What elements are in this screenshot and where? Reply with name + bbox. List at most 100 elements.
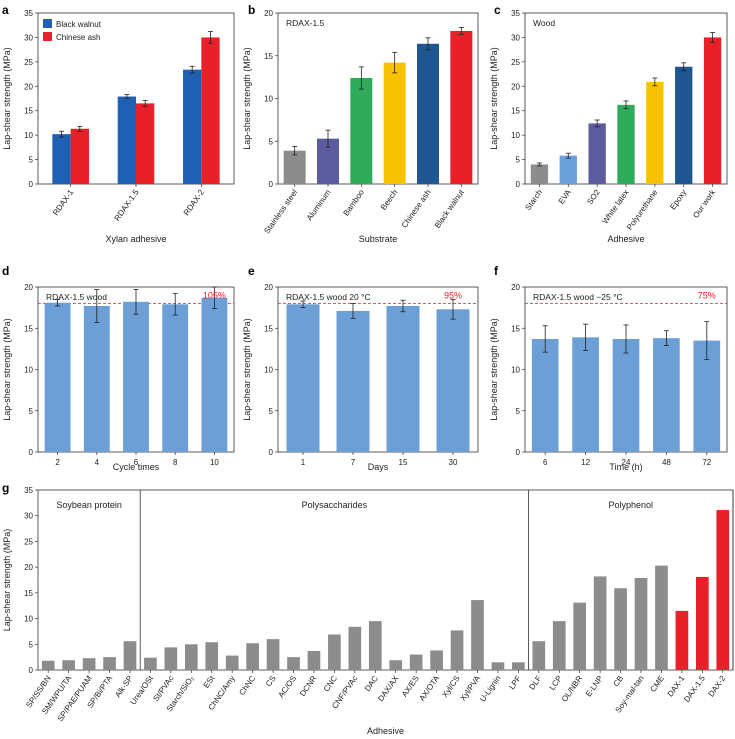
bar: [512, 662, 525, 670]
x-tick-label: SO2: [585, 188, 602, 207]
x-tick-label: E-LNP: [584, 674, 605, 698]
y-axis-label: Lap-shear strength (MPa): [2, 529, 12, 632]
x-tick-label: CME: [649, 674, 667, 694]
group-label: Polysaccharides: [302, 500, 368, 510]
y-tick-label: 5: [269, 137, 274, 146]
x-tick-label: DAX-1.5: [682, 674, 707, 704]
y-tick-label: 0: [516, 180, 521, 189]
x-tick-label: AX/ES: [400, 674, 421, 698]
bar: [123, 641, 137, 670]
bar: [201, 297, 228, 452]
bar: [675, 610, 689, 670]
y-tick-label: 15: [511, 324, 520, 333]
y-tick-label: 10: [511, 131, 520, 140]
y-tick-label: 15: [264, 324, 273, 333]
bar: [246, 643, 259, 670]
y-tick-label: 20: [24, 82, 33, 91]
x-tick-label: CNC: [322, 674, 339, 694]
bar: [164, 647, 178, 670]
y-tick-label: 15: [24, 589, 33, 598]
y-tick-label: 15: [24, 107, 33, 116]
x-tick-label: RDAX-1.5: [113, 188, 141, 223]
bar: [653, 338, 680, 452]
bar: [634, 577, 648, 670]
panel-f: f 0 5 10 15 20 Lap-shear strength (MPa) RDAX-1.…: [489, 264, 728, 472]
x-tick-label: 2: [55, 458, 60, 467]
bar: [552, 621, 566, 670]
annotation-label: 95%: [444, 291, 462, 301]
x-tick-label: Polyurethane: [625, 188, 660, 232]
x-tick-label: Stainless steel: [262, 188, 299, 236]
bar: [103, 657, 116, 670]
bar: [117, 96, 136, 184]
bar: [62, 660, 75, 670]
bar: [612, 338, 640, 452]
bar: [430, 650, 443, 670]
y-tick-label: 0: [516, 448, 521, 457]
y-tick-label: 20: [24, 563, 33, 572]
panel-letter: b: [248, 3, 255, 17]
bar: [183, 69, 202, 184]
bar: [675, 66, 693, 184]
y-tick-label: 20: [511, 283, 520, 292]
y-tick-label: 0: [29, 180, 34, 189]
bar: [70, 128, 89, 184]
panel-letter: d: [2, 264, 9, 278]
y-axis-label: Lap-shear strength (MPa): [489, 318, 499, 421]
bar: [83, 305, 110, 452]
y-tick-label: 10: [24, 366, 33, 375]
panel-letter: e: [248, 264, 255, 278]
x-axis-label: Xylan adhesive: [105, 234, 166, 244]
x-tick-label: OL/NBR: [560, 674, 585, 704]
group-label: Polyphenol: [609, 500, 654, 510]
bar: [317, 138, 339, 184]
group-label: Soybean protein: [56, 500, 122, 510]
panel-g: g 0 5 10 15 20 25 30 35 Lap-shear strength (MPa) S…: [2, 481, 734, 736]
x-tick-label: Our work: [691, 187, 718, 220]
x-tick-label: DLF: [527, 674, 543, 692]
x-tick-label: LPF: [507, 674, 523, 691]
annotation-label: 105%: [203, 291, 226, 301]
legend-swatch: [43, 19, 52, 28]
bar: [286, 304, 320, 452]
y-axis-label: Lap-shear strength (MPa): [489, 47, 499, 150]
bar: [532, 641, 546, 670]
legend-swatch: [43, 32, 52, 41]
x-tick-label: DCNR: [298, 674, 319, 698]
x-tick-label: 30: [449, 458, 458, 467]
bar: [348, 626, 362, 670]
x-axis-label: Cycle times: [113, 462, 160, 472]
bar: [696, 576, 709, 670]
y-tick-label: 10: [264, 366, 273, 375]
y-tick-label: 20: [264, 9, 273, 18]
x-tick-label: ChNC: [237, 674, 257, 697]
x-tick-label: Epoxy: [668, 188, 688, 211]
bar: [368, 621, 382, 670]
x-tick-label: 72: [702, 458, 711, 467]
panel-b: b 0 5 10 15 20 Lap-shear strength (MPa) RDAX-1.…: [242, 3, 479, 244]
x-tick-label: 6: [543, 458, 548, 467]
legend-label: Chinese ash: [56, 33, 100, 42]
x-tick-label: AC/OS: [276, 674, 298, 700]
bar: [491, 662, 505, 670]
bar: [266, 639, 280, 670]
y-tick-label: 35: [24, 9, 33, 18]
panel-letter: a: [2, 3, 9, 17]
bar: [225, 655, 239, 670]
y-tick-label: 25: [511, 58, 520, 67]
x-axis-label: Time (h): [609, 462, 642, 472]
inset-title: RDAX-1.5 wood 20 °C: [286, 292, 371, 302]
y-axis-label: Lap-shear strength (MPa): [2, 318, 12, 421]
panel-d: d 0 5 10 15 20 Lap-shear strength (MPa) RDAX-1.…: [2, 264, 235, 472]
x-tick-label: Black walnut: [433, 187, 467, 230]
y-tick-label: 15: [264, 52, 273, 61]
bar: [530, 164, 549, 184]
plot-frame: [277, 12, 479, 185]
inset-title: Wood: [533, 18, 555, 28]
y-tick-label: 10: [24, 131, 33, 140]
inset-title: RDAX-1.5 wood −25 °C: [533, 292, 623, 302]
x-axis-label: Adhesive: [367, 726, 404, 736]
x-tick-label: 8: [173, 458, 178, 467]
x-axis-label: Substrate: [359, 234, 398, 244]
